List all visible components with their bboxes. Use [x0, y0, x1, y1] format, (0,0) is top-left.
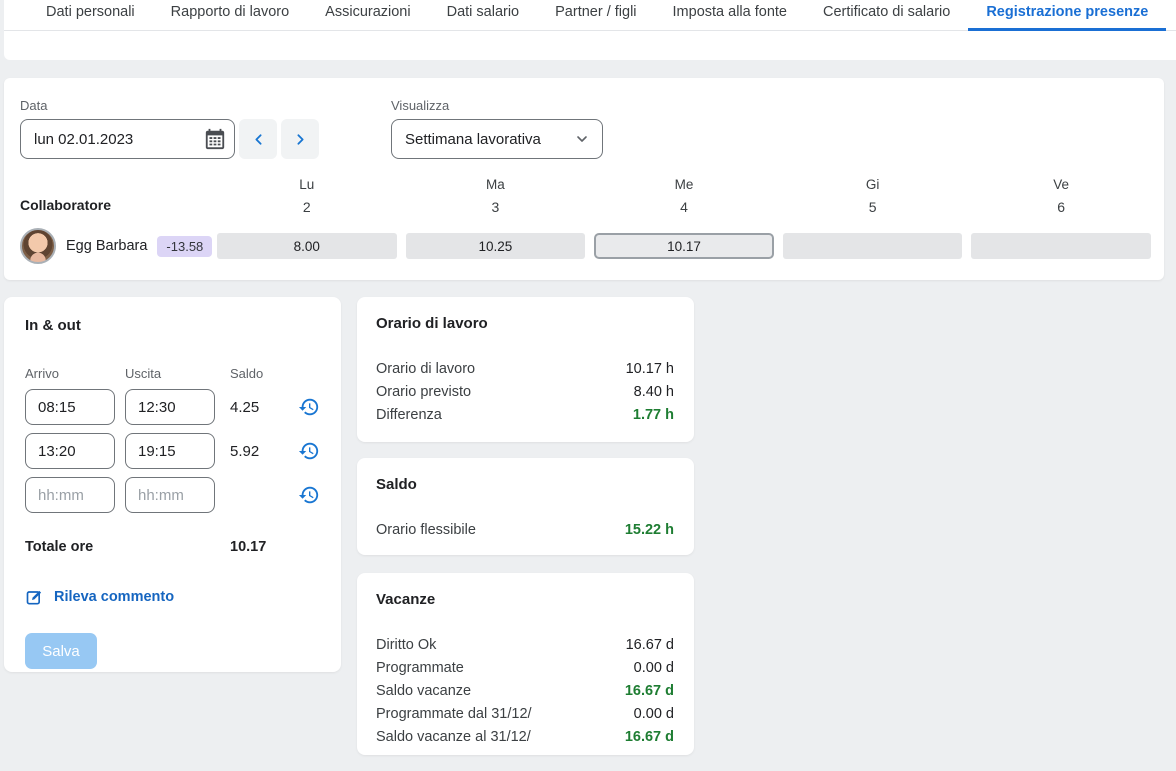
- save-button[interactable]: Salva: [25, 633, 97, 669]
- day-header-gi: Gi 5: [783, 177, 963, 215]
- time-row-1: 4.25: [25, 389, 321, 425]
- tab-assicurazioni[interactable]: Assicurazioni: [307, 0, 428, 31]
- arrival-input-2[interactable]: [25, 433, 115, 469]
- employee-name: Egg Barbara: [66, 238, 147, 254]
- total-hours-label: Totale ore: [25, 539, 230, 555]
- date-input[interactable]: [20, 119, 235, 159]
- history-icon[interactable]: [298, 439, 321, 463]
- summary-row: Orario di lavoro 10.17 h: [376, 358, 674, 381]
- day-header-ma: Ma 3: [406, 177, 586, 215]
- exit-input-1[interactable]: [125, 389, 215, 425]
- view-field-group: Visualizza Settimana lavorativa: [391, 98, 603, 159]
- history-icon[interactable]: [298, 395, 321, 419]
- tab-dati-personali[interactable]: Dati personali: [28, 0, 153, 31]
- chevron-right-icon: [292, 131, 309, 148]
- total-hours-value: 10.17: [230, 539, 266, 555]
- day-cell-lu[interactable]: 8.00: [217, 233, 397, 259]
- tab-bar: Dati personali Rapporto di lavoro Assicu…: [4, 0, 1176, 31]
- day-header-ve: Ve 6: [971, 177, 1151, 215]
- view-select-value: Settimana lavorativa: [405, 131, 541, 148]
- filters-row: Data: [20, 98, 1151, 159]
- add-comment-link[interactable]: Rileva commento: [25, 587, 174, 607]
- day-cell-ve[interactable]: [971, 233, 1151, 259]
- saldo-value-2: 5.92: [230, 443, 298, 460]
- balance-card: Saldo Orario flessibile 15.22 h: [357, 458, 694, 555]
- arrival-column-label: Arrivo: [25, 366, 125, 381]
- summary-row: Orario flessibile 15.22 h: [376, 519, 674, 542]
- exit-input-2[interactable]: [125, 433, 215, 469]
- balance-card-title: Saldo: [376, 476, 674, 493]
- edit-comment-icon: [25, 587, 45, 607]
- day-cell-gi[interactable]: [783, 233, 963, 259]
- day-header-me: Me 4: [594, 177, 774, 215]
- day-header-lu: Lu 2: [217, 177, 397, 215]
- saldo-value-1: 4.25: [230, 399, 298, 416]
- avatar: [20, 228, 56, 264]
- previous-week-button[interactable]: [239, 119, 277, 159]
- total-hours-row: Totale ore 10.17: [25, 539, 321, 555]
- collaborator-column-header: Collaboratore: [20, 197, 208, 215]
- add-comment-label: Rileva commento: [54, 589, 174, 605]
- in-out-card: In & out Arrivo Uscita Saldo 4.25 5.92 T…: [4, 297, 341, 672]
- time-row-2: 5.92: [25, 433, 321, 469]
- vacation-card: Vacanze Diritto Ok 16.67 d Programmate 0…: [357, 573, 694, 755]
- chevron-left-icon: [250, 131, 267, 148]
- vacation-card-title: Vacanze: [376, 591, 674, 608]
- in-out-title: In & out: [25, 317, 321, 334]
- tab-dossier[interactable]: Dossier: [1166, 0, 1176, 31]
- exit-column-label: Uscita: [125, 366, 230, 381]
- day-cell-ma[interactable]: 10.25: [406, 233, 586, 259]
- tab-registrazione-presenze[interactable]: Registrazione presenze: [968, 0, 1166, 31]
- week-header-row: Collaboratore Lu 2 Ma 3 Me 4 Gi 5 Ve 6: [20, 177, 1151, 215]
- next-week-button[interactable]: [281, 119, 319, 159]
- summary-row: Programmate dal 31/12/ 0.00 d: [376, 703, 674, 726]
- summary-row: Diritto Ok 16.67 d: [376, 634, 674, 657]
- tab-rapporto-di-lavoro[interactable]: Rapporto di lavoro: [153, 0, 308, 31]
- tab-partner-figli[interactable]: Partner / figli: [537, 0, 654, 31]
- summary-row: Saldo vacanze al 31/12/ 16.67 d: [376, 726, 674, 749]
- view-field-label: Visualizza: [391, 98, 603, 113]
- time-row-3: [25, 477, 321, 513]
- exit-input-3[interactable]: [125, 477, 215, 513]
- summary-row: Saldo vacanze 16.67 d: [376, 680, 674, 703]
- employee-week-row: Egg Barbara -13.58 8.00 10.25 10.17: [20, 228, 1151, 264]
- employee-cell: Egg Barbara -13.58: [20, 228, 208, 264]
- tab-certificato-di-salario[interactable]: Certificato di salario: [805, 0, 968, 31]
- summary-row: Programmate 0.00 d: [376, 657, 674, 680]
- date-field-label: Data: [20, 98, 319, 113]
- calendar-icon[interactable]: [204, 128, 226, 150]
- summary-row: Orario previsto 8.40 h: [376, 381, 674, 404]
- tab-bar-card: Dati personali Rapporto di lavoro Assicu…: [4, 0, 1176, 60]
- week-panel: Data: [4, 78, 1164, 280]
- in-out-column-labels: Arrivo Uscita Saldo: [25, 366, 321, 381]
- saldo-column-label: Saldo: [230, 366, 263, 381]
- balance-badge: -13.58: [157, 236, 212, 257]
- view-select[interactable]: Settimana lavorativa: [391, 119, 603, 159]
- date-field-group: Data: [20, 98, 319, 159]
- day-cell-me[interactable]: 10.17: [594, 233, 774, 259]
- tab-dati-salario[interactable]: Dati salario: [429, 0, 538, 31]
- tab-imposta-alla-fonte[interactable]: Imposta alla fonte: [655, 0, 805, 31]
- summary-row: Differenza 1.77 h: [376, 404, 674, 427]
- history-icon[interactable]: [298, 483, 321, 507]
- arrival-input-1[interactable]: [25, 389, 115, 425]
- arrival-input-3[interactable]: [25, 477, 115, 513]
- working-time-card-title: Orario di lavoro: [376, 315, 674, 332]
- chevron-down-icon: [574, 131, 590, 147]
- working-time-card: Orario di lavoro Orario di lavoro 10.17 …: [357, 297, 694, 442]
